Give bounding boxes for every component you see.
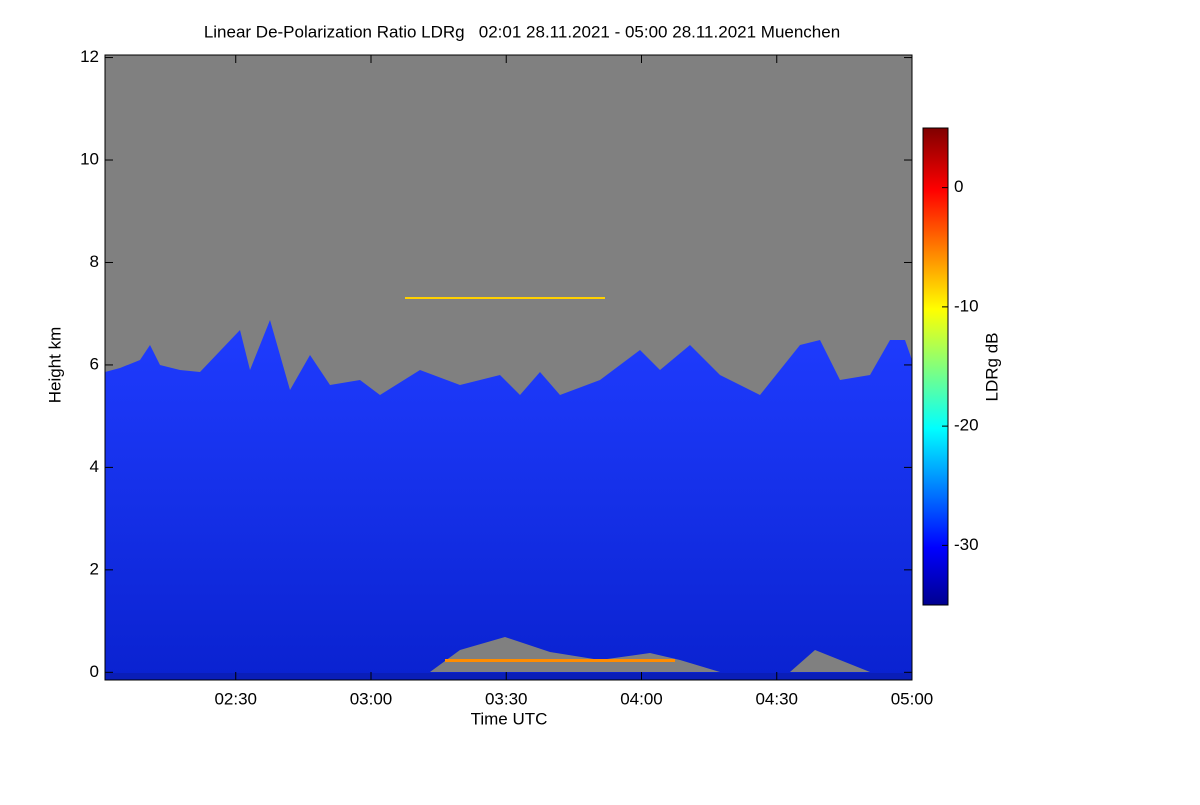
- x-axis-label: Time UTC: [471, 709, 548, 728]
- chart-title: Linear De-Polarization Ratio LDRg 02:01 …: [204, 22, 840, 41]
- x-tick-label: 03:00: [350, 689, 393, 708]
- y-tick-label: 4: [90, 457, 99, 476]
- x-tick-label: 05:00: [891, 689, 934, 708]
- colorbar: [922, 127, 949, 606]
- x-tick-label: 04:00: [620, 689, 663, 708]
- surface-band: [105, 673, 912, 680]
- x-tick-label: 04:30: [755, 689, 798, 708]
- y-tick-label: 0: [90, 662, 99, 681]
- depolarization-streak: [405, 297, 605, 299]
- y-tick-label: 8: [90, 252, 99, 271]
- cloud-area: [105, 320, 912, 680]
- y-tick-label: 6: [90, 354, 99, 373]
- y-tick-label: 2: [90, 559, 99, 578]
- y-axis-label: Height km: [45, 327, 64, 404]
- low-gap: [790, 650, 870, 672]
- x-tick-label: 02:30: [214, 689, 257, 708]
- colorbar-label: LDRg dB: [982, 333, 1001, 402]
- colorbar-tick-label: 0: [954, 177, 963, 196]
- y-tick-label: 12: [80, 47, 99, 66]
- plot-frame: [104, 54, 913, 681]
- depolarization-streak: [445, 659, 675, 662]
- heatmap-field: [105, 55, 912, 680]
- x-tick-label: 03:30: [485, 689, 528, 708]
- low-gap: [430, 637, 720, 672]
- y-tick-label: 10: [80, 150, 99, 169]
- colorbar-tick-label: -10: [954, 296, 979, 315]
- colorbar-tick-label: -20: [954, 416, 979, 435]
- colorbar-tick-label: -30: [954, 535, 979, 554]
